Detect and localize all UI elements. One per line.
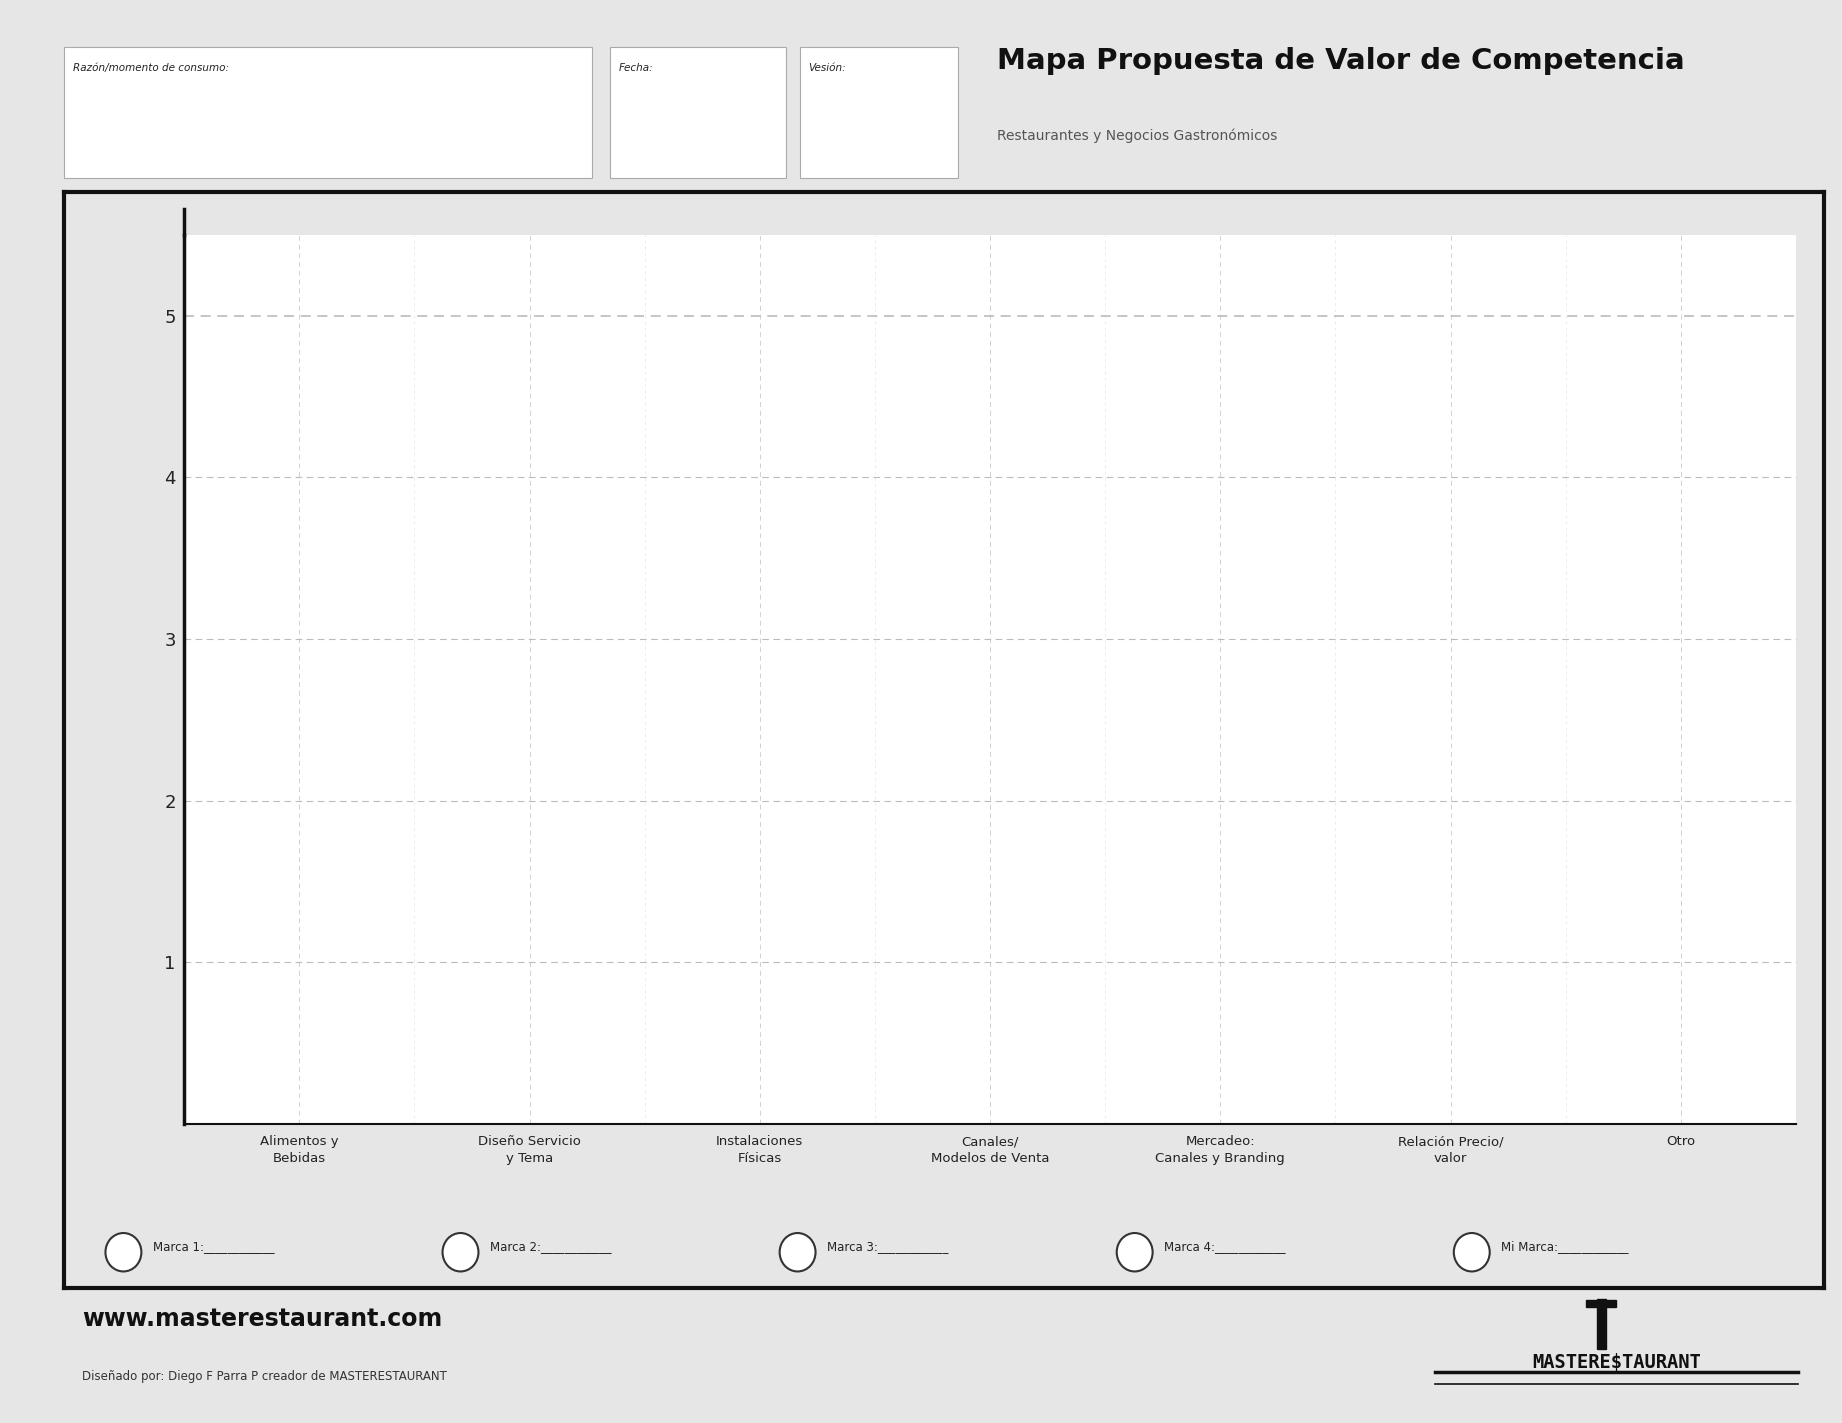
Bar: [1586, 1299, 1617, 1306]
Text: Marca 2:____________: Marca 2:____________: [490, 1239, 612, 1254]
Text: Fecha:: Fecha:: [619, 63, 654, 73]
Text: Marca 4:____________: Marca 4:____________: [1164, 1239, 1286, 1254]
FancyBboxPatch shape: [64, 47, 593, 178]
Text: Marca 1:____________: Marca 1:____________: [153, 1239, 274, 1254]
Bar: [1597, 1299, 1606, 1349]
Circle shape: [779, 1232, 816, 1272]
Text: Razón/momento de consumo:: Razón/momento de consumo:: [74, 63, 228, 73]
FancyBboxPatch shape: [610, 47, 787, 178]
Text: Mapa Propuesta de Valor de Competencia: Mapa Propuesta de Valor de Competencia: [997, 47, 1684, 75]
Text: www.masterestaurant.com: www.masterestaurant.com: [83, 1306, 442, 1331]
Circle shape: [1116, 1232, 1153, 1272]
Circle shape: [442, 1232, 479, 1272]
Text: MASTERE$TAURANT: MASTERE$TAURANT: [1533, 1353, 1700, 1372]
Text: Restaurantes y Negocios Gastronómicos: Restaurantes y Negocios Gastronómicos: [997, 128, 1277, 142]
Text: Marca 3:____________: Marca 3:____________: [827, 1239, 949, 1254]
Circle shape: [1453, 1232, 1490, 1272]
Text: Diseñado por: Diego F Parra P creador de MASTERESTAURANT: Diseñado por: Diego F Parra P creador de…: [83, 1370, 448, 1383]
Text: Vesión:: Vesión:: [809, 63, 845, 73]
Text: Mi Marca:____________: Mi Marca:____________: [1501, 1239, 1628, 1254]
Circle shape: [105, 1232, 142, 1272]
FancyBboxPatch shape: [799, 47, 958, 178]
